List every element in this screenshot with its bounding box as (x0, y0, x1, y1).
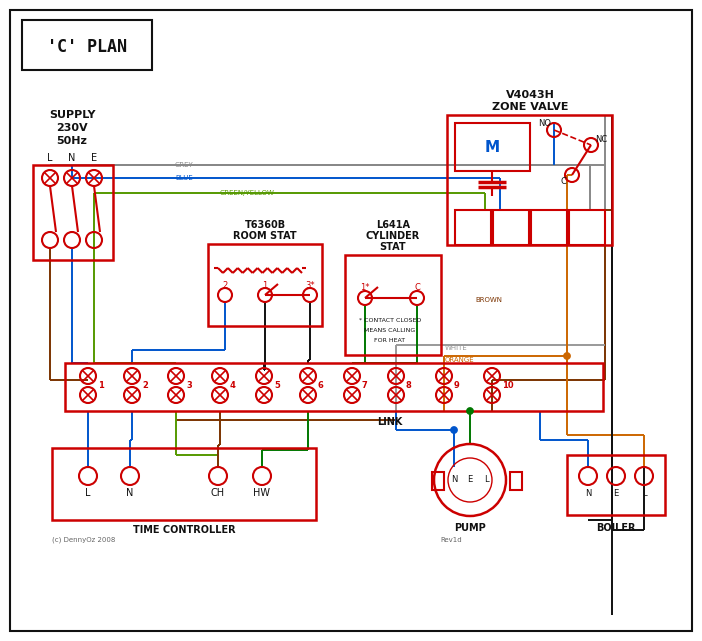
Bar (455, 210, 491, 245)
Text: * CONTACT CLOSED: * CONTACT CLOSED (359, 317, 421, 322)
Text: Rev1d: Rev1d (440, 537, 462, 543)
Text: L: L (642, 488, 647, 497)
Bar (345, 255, 441, 355)
Bar (208, 244, 322, 326)
Text: 5: 5 (274, 381, 280, 390)
Text: C: C (560, 178, 566, 187)
Text: L641A: L641A (376, 220, 410, 230)
Text: WHITE: WHITE (445, 345, 468, 351)
Text: LINK: LINK (377, 417, 403, 427)
Text: 1: 1 (263, 281, 267, 290)
Text: N: N (585, 488, 591, 497)
Text: 4: 4 (230, 381, 236, 390)
Bar (65, 363, 603, 411)
Text: M: M (484, 140, 500, 154)
Text: STAT: STAT (380, 242, 406, 252)
Text: 3*: 3* (305, 281, 314, 290)
Text: E: E (468, 476, 472, 485)
Text: BROWN: BROWN (475, 297, 502, 303)
Text: 2: 2 (142, 381, 148, 390)
Text: BOILER: BOILER (596, 523, 636, 533)
Text: TIME CONTROLLER: TIME CONTROLLER (133, 525, 235, 535)
Circle shape (564, 353, 571, 360)
Text: 50Hz: 50Hz (57, 136, 88, 146)
Text: GREEN/YELLOW: GREEN/YELLOW (220, 190, 275, 196)
Text: 2: 2 (223, 281, 227, 290)
Text: 1*: 1* (360, 283, 370, 292)
Bar (447, 115, 612, 245)
Text: FOR HEAT: FOR HEAT (374, 338, 406, 342)
Text: BLUE: BLUE (175, 175, 193, 181)
Text: 9: 9 (454, 381, 460, 390)
Text: L: L (85, 488, 91, 498)
Text: 8: 8 (406, 381, 412, 390)
Text: 3: 3 (186, 381, 192, 390)
Text: CH: CH (211, 488, 225, 498)
Text: PUMP: PUMP (454, 523, 486, 533)
Text: T6360B: T6360B (244, 220, 286, 230)
Text: E: E (614, 488, 618, 497)
Text: 7: 7 (362, 381, 368, 390)
Text: ORANGE: ORANGE (445, 357, 475, 363)
Text: L: L (484, 476, 489, 485)
Text: 'C' PLAN: 'C' PLAN (47, 38, 127, 56)
Text: N: N (68, 153, 76, 163)
Bar (432, 472, 444, 490)
Circle shape (467, 408, 474, 415)
Text: NC: NC (595, 135, 607, 144)
Text: 1: 1 (98, 381, 104, 390)
Bar (22, 20, 152, 70)
Text: N: N (126, 488, 133, 498)
Text: ROOM STAT: ROOM STAT (233, 231, 297, 241)
Bar (531, 210, 567, 245)
Bar (33, 165, 113, 260)
Text: CYLINDER: CYLINDER (366, 231, 420, 241)
Text: N: N (451, 476, 457, 485)
Text: GREY: GREY (175, 162, 194, 168)
Bar (569, 210, 605, 245)
Text: SUPPLY: SUPPLY (48, 110, 95, 120)
Bar (493, 210, 529, 245)
Text: 10: 10 (502, 381, 514, 390)
Text: NO: NO (538, 119, 552, 128)
Bar (455, 123, 530, 171)
Text: L: L (47, 153, 53, 163)
Text: ZONE VALVE: ZONE VALVE (491, 102, 568, 112)
Text: 230V: 230V (56, 123, 88, 133)
Text: (c) DennyOz 2008: (c) DennyOz 2008 (52, 537, 115, 544)
Bar (567, 455, 665, 515)
Circle shape (451, 426, 458, 433)
Text: MEANS CALLING: MEANS CALLING (364, 328, 416, 333)
Text: HW: HW (253, 488, 270, 498)
Text: C: C (414, 283, 420, 292)
Text: 6: 6 (318, 381, 324, 390)
Text: V4043H: V4043H (505, 90, 555, 100)
Bar (52, 448, 316, 520)
Bar (510, 472, 522, 490)
Text: E: E (91, 153, 97, 163)
